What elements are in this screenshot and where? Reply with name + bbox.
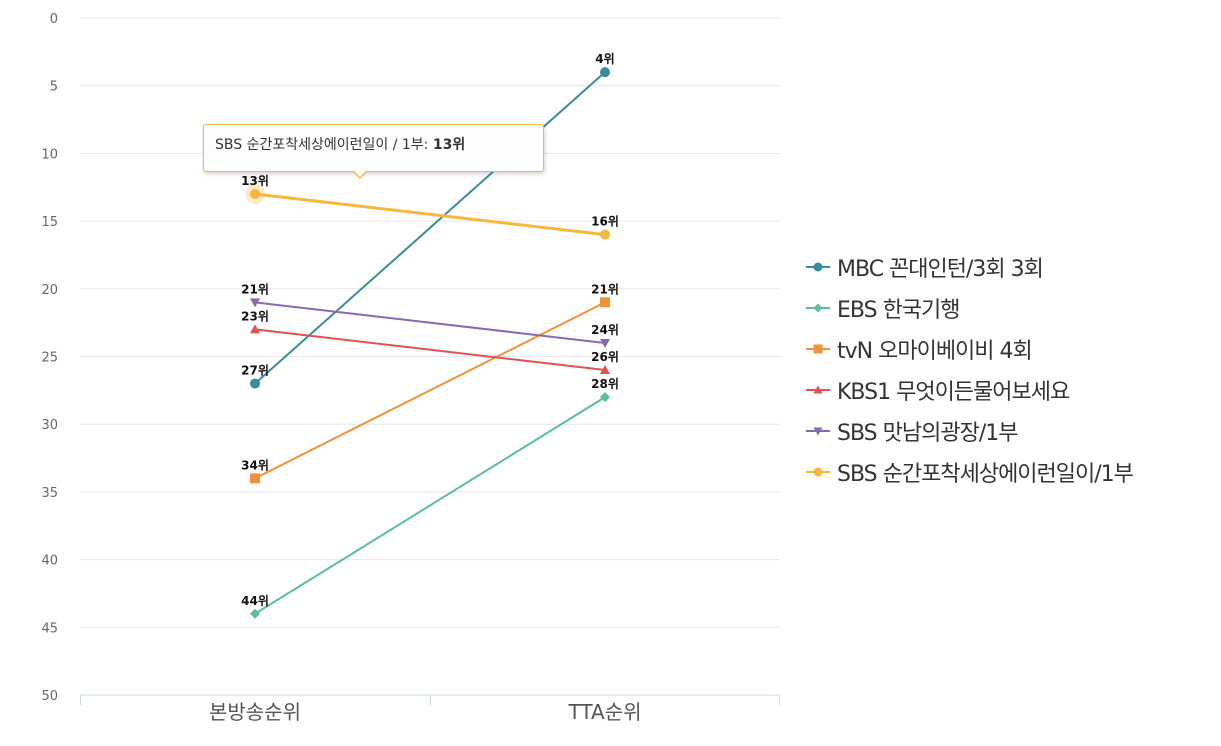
y-tick-label: 0 bbox=[50, 12, 58, 27]
y-axis-tick-labels: 0 5 10 15 20 25 30 35 40 45 50 bbox=[41, 12, 58, 704]
grid-lines bbox=[80, 17, 780, 628]
legend-item[interactable]: SBS 맛남의광장/1부 bbox=[805, 410, 1133, 451]
data-point bbox=[813, 467, 823, 476]
y-tick-label: 45 bbox=[41, 621, 58, 636]
legend-swatch bbox=[806, 303, 830, 312]
y-tick-label: 40 bbox=[41, 554, 58, 569]
data-label: 24위 bbox=[591, 323, 619, 337]
y-tick-label: 30 bbox=[41, 418, 58, 433]
data-point bbox=[600, 392, 610, 403]
tooltip-text: SBS 순간포착세상에이런일이 / 1부: 13위 bbox=[215, 134, 465, 154]
data-point bbox=[600, 297, 610, 308]
data-point bbox=[813, 303, 823, 312]
legend: MBC 꼰대인턴/3회 3회 EBS 한국기행 tvN 오마이베이비 4회 KBS1 … bbox=[805, 246, 1134, 492]
data-label: 26위 bbox=[591, 350, 619, 364]
data-label: 21위 bbox=[241, 282, 269, 296]
series bbox=[250, 392, 610, 619]
tooltip-separator: : bbox=[423, 137, 429, 153]
series-line bbox=[254, 328, 606, 372]
data-point bbox=[813, 385, 823, 393]
legend-label: EBS 한국기행 bbox=[837, 297, 961, 323]
data-label: 21위 bbox=[591, 282, 619, 296]
y-tick-label: 10 bbox=[41, 147, 58, 162]
series-line bbox=[254, 192, 606, 237]
data-point bbox=[813, 344, 823, 353]
data-label: 44위 bbox=[241, 594, 269, 608]
series-line bbox=[254, 301, 606, 480]
legend-swatch bbox=[806, 467, 830, 476]
legend-item[interactable]: MBC 꼰대인턴/3회 3회 bbox=[805, 246, 1133, 287]
legend-label: KBS1 무엇이든물어보세요 bbox=[837, 379, 1070, 405]
series bbox=[250, 298, 610, 348]
y-tick-label: 15 bbox=[41, 215, 58, 230]
legend-label: SBS 맛남의광장/1부 bbox=[837, 420, 1018, 446]
y-tick-label: 50 bbox=[41, 689, 58, 704]
data-point bbox=[600, 365, 610, 375]
data-label: 16위 bbox=[591, 215, 619, 229]
x-category-label: 본방송순위 bbox=[209, 700, 301, 724]
tooltip-series-name: SBS 순간포착세상에이런일이 / 1부 bbox=[215, 137, 424, 153]
series-line bbox=[254, 301, 606, 344]
data-labels: 27위 4위 44위 28위 34위 21위 23위 26위 21위 24위 13위 16위 bbox=[241, 52, 619, 608]
data-label: 34위 bbox=[241, 458, 269, 472]
data-label: 28위 bbox=[591, 377, 619, 391]
series-line bbox=[254, 71, 606, 385]
data-label: 13위 bbox=[241, 174, 269, 188]
x-category-label: TTA순위 bbox=[567, 700, 641, 724]
y-tick-label: 35 bbox=[41, 486, 58, 501]
data-point bbox=[600, 67, 610, 78]
legend-item[interactable]: EBS 한국기행 bbox=[805, 287, 1133, 328]
data-label: 27위 bbox=[241, 364, 269, 378]
x-axis: 본방송순위 TTA순위 bbox=[80, 694, 780, 724]
y-tick-label: 5 bbox=[50, 80, 58, 95]
tooltip: SBS 순간포착세상에이런일이 / 1부: 13위 bbox=[203, 124, 544, 179]
legend-swatch bbox=[806, 344, 830, 353]
y-tick-label: 25 bbox=[41, 351, 58, 366]
legend-item[interactable]: SBS 순간포착세상에이런일이/1부 bbox=[805, 451, 1134, 492]
data-point bbox=[600, 338, 610, 348]
tooltip-arrow-inner bbox=[353, 170, 367, 177]
data-point bbox=[250, 608, 260, 619]
data-point bbox=[250, 298, 260, 308]
legend-item[interactable]: KBS1 무엇이든물어보세요 bbox=[805, 369, 1133, 410]
data-point bbox=[813, 262, 823, 271]
y-tick-label: 20 bbox=[41, 283, 58, 298]
series bbox=[250, 297, 610, 484]
legend-swatch bbox=[806, 385, 830, 393]
legend-label: SBS 순간포착세상에이런일이/1부 bbox=[837, 461, 1134, 487]
series bbox=[250, 67, 610, 389]
series-line bbox=[254, 396, 606, 615]
series bbox=[250, 324, 610, 375]
legend-swatch bbox=[806, 427, 830, 435]
series-group bbox=[245, 67, 610, 619]
data-label: 23위 bbox=[241, 309, 269, 323]
data-point bbox=[250, 473, 260, 484]
data-point bbox=[250, 324, 260, 334]
data-label: 4위 bbox=[595, 52, 614, 66]
tooltip-value: 13위 bbox=[432, 137, 466, 153]
line-chart: 0 5 10 15 20 25 30 35 40 45 50 본방송순위 TTA순위 27위 4위 44위… bbox=[41, 12, 780, 724]
legend-label: tvN 오마이베이비 4회 bbox=[837, 338, 1033, 364]
series bbox=[250, 189, 610, 240]
legend-item[interactable]: tvN 오마이베이비 4회 bbox=[805, 328, 1133, 369]
legend-swatch bbox=[806, 262, 830, 271]
data-point bbox=[813, 427, 823, 435]
legend-label: MBC 꼰대인턴/3회 3회 bbox=[837, 256, 1044, 282]
data-point bbox=[250, 189, 260, 200]
data-point bbox=[250, 378, 260, 389]
data-point bbox=[600, 229, 610, 240]
